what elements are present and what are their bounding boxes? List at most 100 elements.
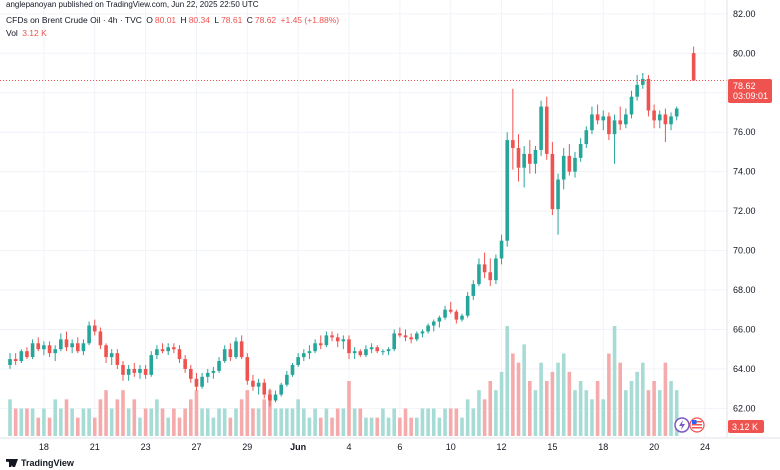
volume-bar [488, 381, 493, 436]
volume-bar [194, 390, 199, 436]
candle-body [98, 331, 103, 346]
candle-body [200, 376, 204, 387]
volume-bar [618, 362, 622, 436]
x-tick-label: 27 [191, 442, 201, 452]
volume-bar [19, 408, 24, 436]
tradingview-footer[interactable]: TradingView [6, 458, 74, 468]
close-label: C [246, 15, 253, 25]
high-value: 80.34 [188, 15, 210, 25]
volume-bar [177, 417, 182, 436]
candle-body [143, 368, 148, 375]
volume-bar [505, 326, 509, 436]
us-flag-event-icon[interactable] [689, 417, 705, 433]
candle-body [245, 357, 250, 381]
volume-bar [556, 362, 560, 436]
candle-body [471, 284, 476, 296]
volume-bar [76, 417, 80, 436]
volume-bar [138, 417, 142, 436]
y-tick-label: 66.00 [733, 324, 756, 334]
volume-bar [313, 408, 317, 436]
y-tick-label: 72.00 [733, 206, 756, 216]
candle-body [522, 153, 526, 168]
volume-bar [437, 417, 442, 436]
price-axis: 62.00 64.00 66.00 68.00 70.00 72.00 74.00 76.00… [733, 9, 756, 414]
candle-body [386, 349, 391, 352]
volume-bar [584, 390, 589, 436]
candle-body [624, 114, 628, 125]
volume-bar [652, 381, 656, 436]
tradingview-logo-icon [6, 459, 18, 467]
volume-bar [533, 390, 538, 436]
candle-body [302, 353, 306, 358]
volume-bar [544, 381, 549, 436]
candle-body [64, 339, 69, 348]
candle-body [53, 349, 57, 354]
candle-body [341, 339, 346, 342]
volume-bar [522, 344, 526, 436]
x-tick-label: 20 [649, 442, 659, 452]
volume-bar [121, 390, 125, 436]
candle-body [347, 339, 351, 354]
x-tick-label: 21 [90, 442, 100, 452]
candle-body [228, 349, 233, 358]
y-tick-label: 68.00 [733, 285, 756, 295]
open-value: 80.01 [154, 15, 177, 25]
volume-bar [561, 353, 566, 436]
lightning-event-icon[interactable] [674, 417, 690, 433]
volume-bar [471, 408, 476, 436]
x-tick-label: 6 [397, 442, 402, 452]
candle-body [584, 130, 589, 145]
candle-body [398, 333, 402, 336]
volume-bar [590, 399, 594, 436]
open-label: O [146, 15, 153, 25]
candle-body [262, 382, 267, 395]
volume-bar [624, 390, 628, 436]
volume-bar [42, 408, 46, 436]
candle-body [324, 335, 329, 346]
x-tick-label: 29 [242, 442, 252, 452]
volume-bar [217, 408, 221, 436]
candle-body [573, 157, 577, 172]
volume-bar [494, 390, 498, 436]
candle-body [138, 368, 142, 373]
candle-body [437, 317, 442, 322]
candlesticks [8, 46, 696, 407]
volume-bar [13, 408, 18, 436]
candle-body [234, 341, 238, 358]
candle-body [290, 364, 295, 375]
volume-bar [183, 408, 187, 436]
candle-body [76, 343, 80, 352]
volume-bar [132, 399, 137, 436]
volume-bar [646, 390, 651, 436]
volume-bar [550, 371, 555, 436]
candle-body [222, 349, 227, 362]
volume-bar [499, 371, 504, 436]
y-tick-label: 76.00 [733, 127, 756, 137]
volume-bar [104, 390, 108, 436]
candle-body [375, 347, 380, 352]
candle-body [42, 345, 46, 350]
candle-body [369, 347, 374, 350]
candle-body [657, 114, 662, 121]
footer-brand: TradingView [21, 458, 74, 468]
volume-bar [81, 408, 86, 436]
volume-bar [567, 371, 572, 436]
candle-body [87, 325, 91, 344]
volume-bar [578, 381, 583, 436]
candle-body [273, 394, 278, 401]
candle-body [8, 359, 12, 365]
volume-bar [172, 408, 176, 436]
volume-bar [273, 408, 278, 436]
volume-bar [307, 417, 312, 436]
candle-body [465, 295, 470, 316]
candle-body [381, 351, 385, 353]
x-tick-label: 15 [547, 442, 557, 452]
candle-body [92, 325, 97, 332]
volume-bar [465, 399, 470, 436]
change-value: +1.45 (+1.88%) [280, 15, 340, 25]
volume-bar [426, 408, 430, 436]
candle-body [691, 53, 696, 81]
candle-body [607, 116, 611, 135]
candle-body [211, 370, 216, 373]
